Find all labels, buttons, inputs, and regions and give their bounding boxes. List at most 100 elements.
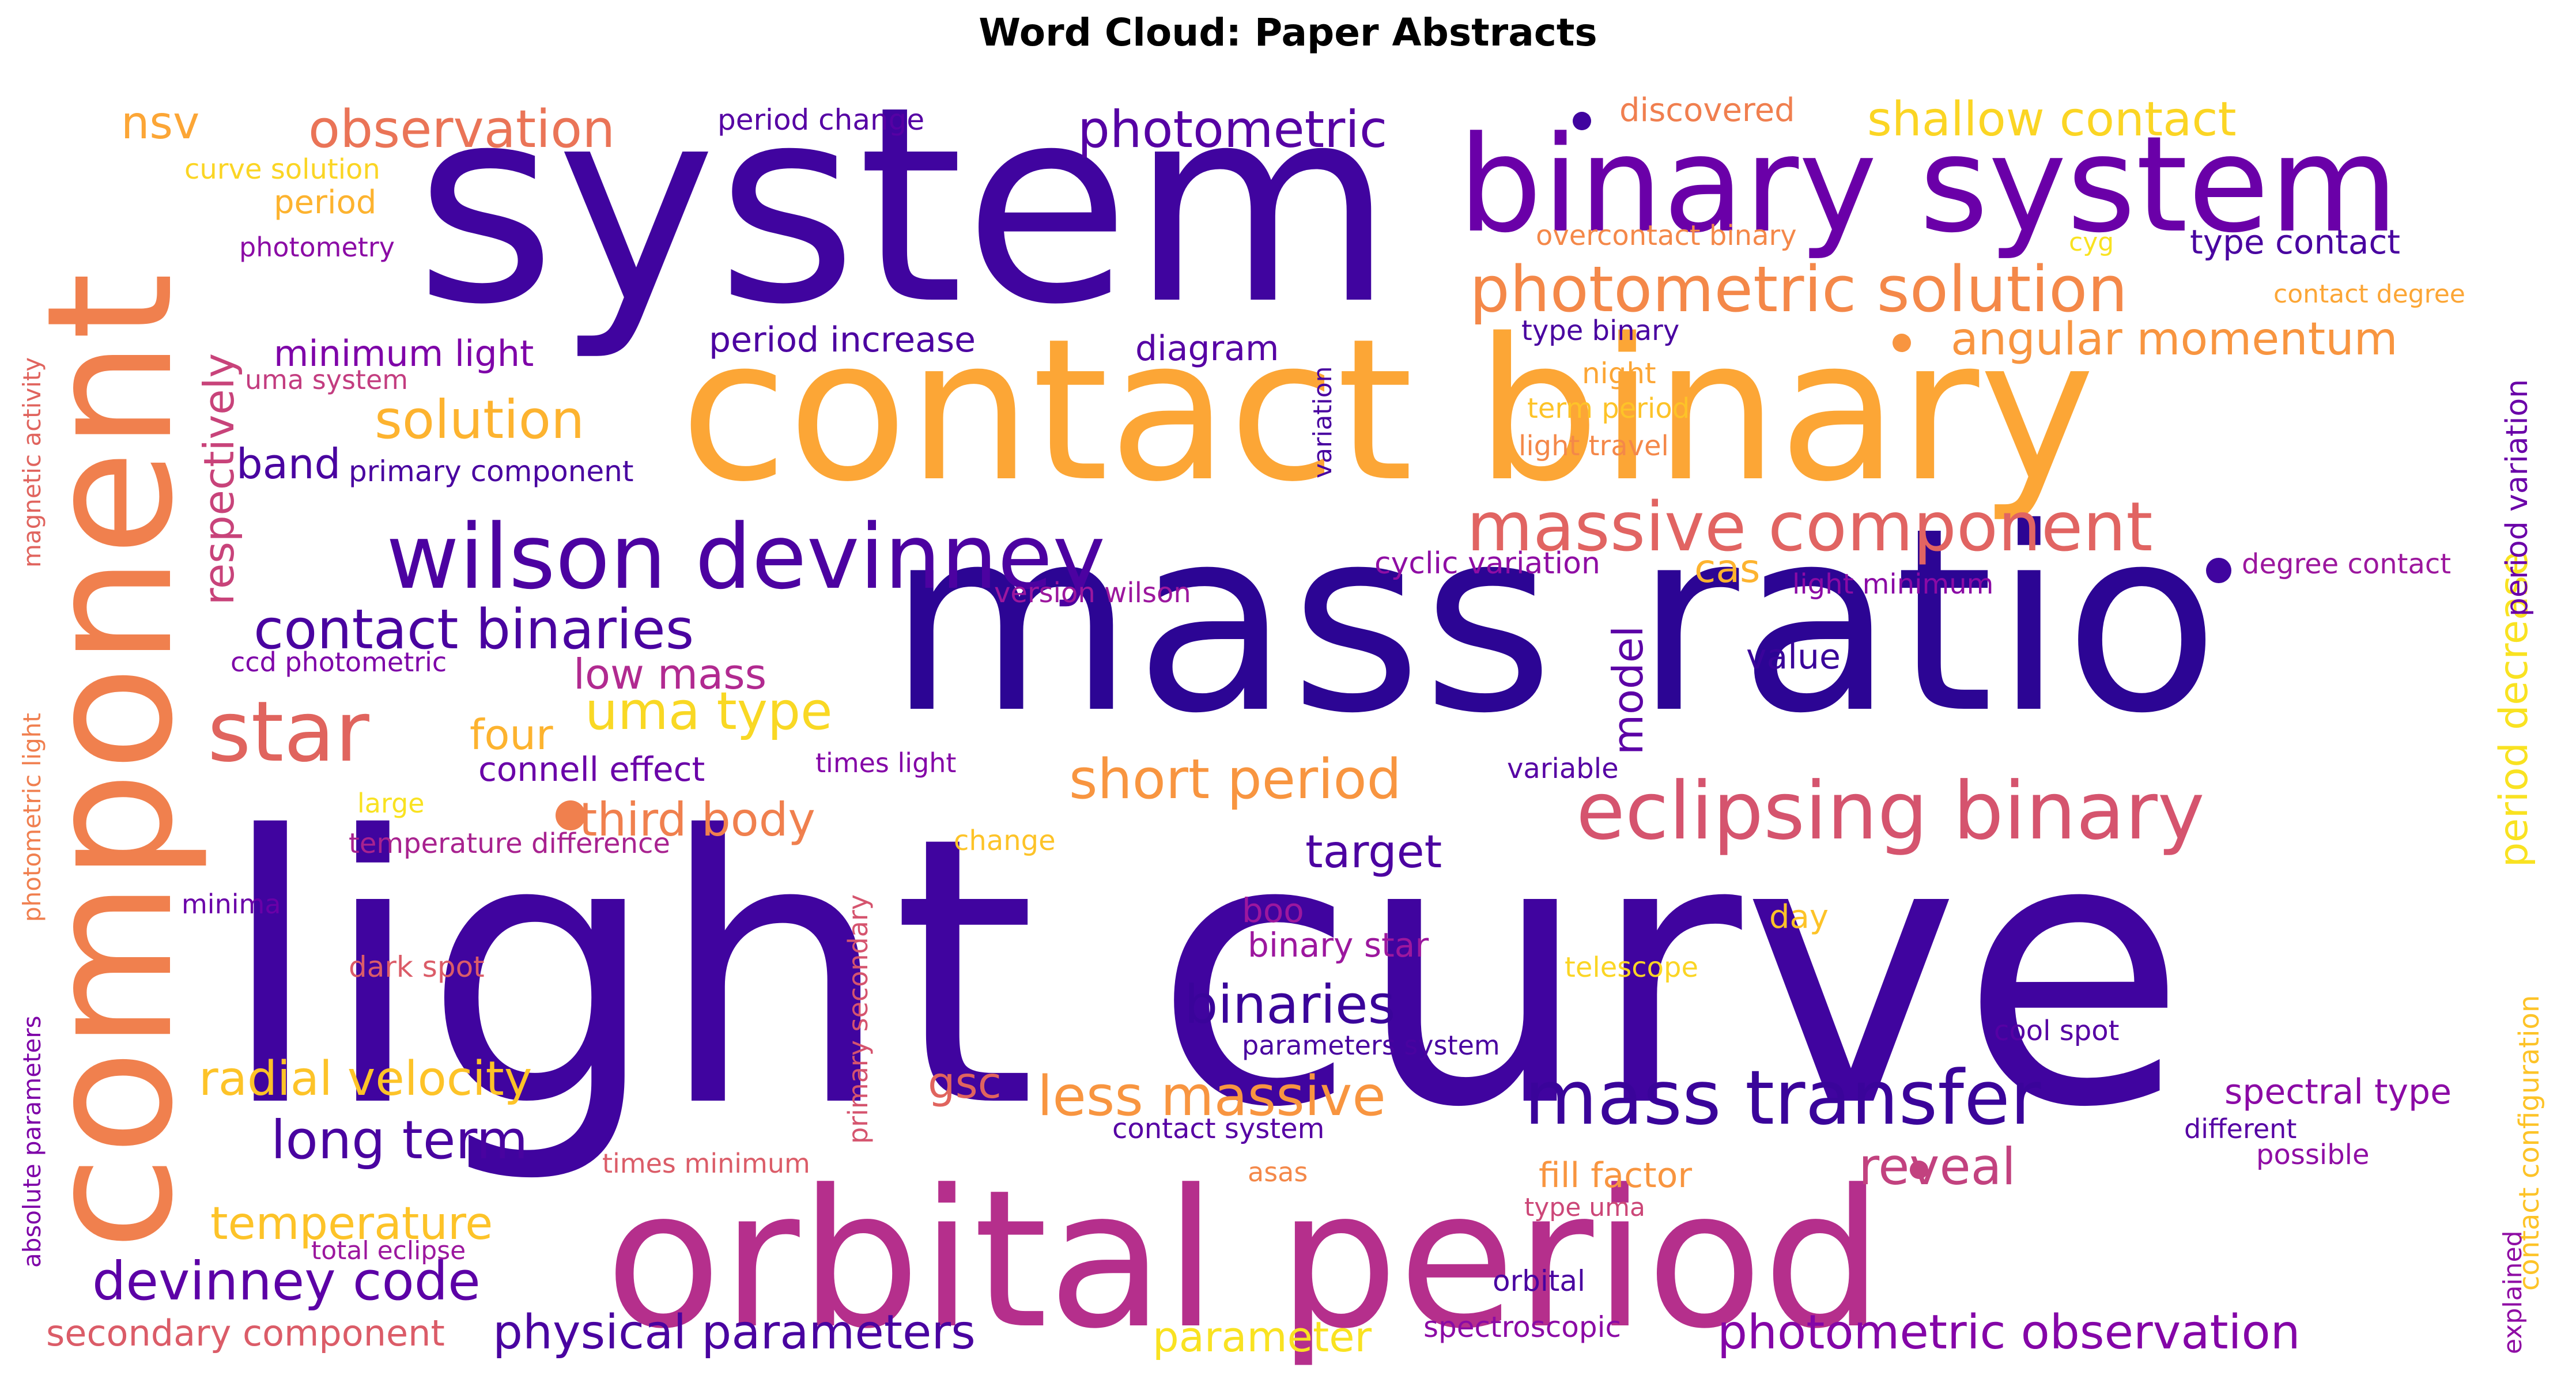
word-value: value <box>1746 637 1841 677</box>
word-observation: observation <box>308 99 615 160</box>
word-cool-spot: cool spot <box>1994 1015 2119 1047</box>
word-period-increase: period increase <box>709 320 976 360</box>
word-temperature: temperature <box>210 1198 493 1250</box>
word-component: component <box>10 273 211 1250</box>
word-variable: variable <box>1507 753 1619 785</box>
word-photometric-solution: photometric solution <box>1470 252 2128 326</box>
word-mass-transfer: mass transfer <box>1524 1054 2041 1142</box>
word-respectively: respectively <box>195 353 243 605</box>
word-photometry: photometry <box>239 232 395 263</box>
word-times-light: times light <box>815 747 956 779</box>
word-orbital: orbital <box>1493 1264 1585 1298</box>
word-radial-velocity: radial velocity <box>199 1052 532 1106</box>
word-parameter: parameter <box>1153 1313 1372 1361</box>
word-minima: minima <box>182 889 281 920</box>
word-binary-system: binary system <box>1458 108 2399 262</box>
word-uma-system: uma system <box>245 364 408 395</box>
word-change: change <box>954 825 1056 857</box>
word-total-eclipse: total eclipse <box>311 1236 466 1265</box>
word-wilson-devinney: wilson devinney <box>386 505 1105 609</box>
dot-mark <box>556 800 586 830</box>
word-contact-system: contact system <box>1112 1113 1324 1145</box>
word-model: model <box>1604 626 1652 755</box>
word-star: star <box>207 683 369 781</box>
word-times-minimum: times minimum <box>602 1148 810 1179</box>
dot-mark <box>1573 112 1591 130</box>
word-nsv: nsv <box>121 97 199 149</box>
word-primary-secondary: primary secondary <box>843 894 874 1144</box>
word-temperature-difference: temperature difference <box>349 827 670 860</box>
word-type-uma: type uma <box>1524 1193 1645 1222</box>
dot-mark <box>1893 334 1911 352</box>
word-term-period: term period <box>1527 392 1690 425</box>
word-telescope: telescope <box>1565 951 1698 984</box>
word-period-variation: period variation <box>2500 379 2535 617</box>
word-discovered: discovered <box>1619 92 1795 129</box>
word-explained: explained <box>2498 1230 2528 1354</box>
word-absolute-parameters: absolute parameters <box>18 1015 46 1268</box>
word-physical-parameters: physical parameters <box>493 1305 976 1360</box>
word-parameters-system: parameters system <box>1242 1030 1500 1061</box>
word-type-contact: type contact <box>2190 222 2400 262</box>
word-four: four <box>470 711 553 759</box>
word-photometric: photometric <box>1078 100 1387 159</box>
word-target: target <box>1305 826 1442 878</box>
word-overcontact-binary: overcontact binary <box>1536 220 1797 252</box>
word-ccd-photometric: ccd photometric <box>231 647 447 678</box>
word-period-decrease: period decrease <box>2491 551 2537 867</box>
word-uma-type: uma type <box>585 681 833 742</box>
word-cyg: cyg <box>2069 228 2114 257</box>
word-short-period: short period <box>1069 748 1402 811</box>
word-different: different <box>2184 1113 2297 1144</box>
word-system: system <box>415 48 1394 364</box>
word-diagram: diagram <box>1135 328 1279 369</box>
word-eclipsing-binary: eclipsing binary <box>1576 765 2205 857</box>
word-possible: possible <box>2256 1139 2370 1171</box>
word-night: night <box>1582 357 1656 390</box>
word-band: band <box>236 440 341 488</box>
word-light-curve: light curve <box>219 758 2187 1188</box>
word-long-term: long term <box>271 1109 528 1171</box>
word-curve-solution: curve solution <box>184 153 380 186</box>
word-massive-component: massive component <box>1467 487 2153 566</box>
word-angular-momentum: angular momentum <box>1951 313 2398 365</box>
word-solution: solution <box>375 389 584 451</box>
word-version-wilson: version wilson <box>994 577 1191 609</box>
word-cyclic-variation: cyclic variation <box>1374 546 1600 581</box>
word-photometric-light: photometric light <box>18 713 46 922</box>
word-large: large <box>357 788 425 819</box>
word-cas: cas <box>1694 546 1760 592</box>
word-type-binary: type binary <box>1521 315 1679 347</box>
word-less-massive: less massive <box>1037 1065 1386 1128</box>
word-low-mass: low mass <box>573 650 766 698</box>
word-contact-binaries: contact binaries <box>254 598 694 662</box>
dot-mark <box>2206 558 2231 583</box>
word-fill-factor: fill factor <box>1539 1155 1692 1196</box>
word-contact-configuration: contact configuration <box>2513 995 2545 1291</box>
word-contact-binary: contact binary <box>680 297 2095 525</box>
word-asas: asas <box>1248 1157 1308 1188</box>
word-third-body: third body <box>579 793 815 847</box>
word-gsc: gsc <box>928 1057 1002 1108</box>
word-primary-component: primary component <box>349 455 633 488</box>
word-spectroscopic: spectroscopic <box>1423 1310 1621 1344</box>
word-secondary-component: secondary component <box>46 1312 445 1354</box>
word-boo: boo <box>1242 891 1304 930</box>
word-photometric-observation: photometric observation <box>1717 1305 2301 1360</box>
word-light-minimum: light minimum <box>1792 568 1993 600</box>
word-light-travel: light travel <box>1519 430 1669 462</box>
word-magnetic-activity: magnetic activity <box>18 357 46 568</box>
chart-title: Word Cloud: Paper Abstracts <box>979 10 1597 55</box>
word-period-change: period change <box>717 103 924 137</box>
word-binary-star: binary star <box>1248 925 1429 965</box>
dot-mark <box>1910 1161 1928 1179</box>
word-minimum-light: minimum light <box>274 332 534 375</box>
word-variation: variation <box>1308 366 1338 478</box>
word-spectral-type: spectral type <box>2224 1072 2452 1112</box>
word-dark-spot: dark spot <box>349 950 485 984</box>
word-binaries: binaries <box>1184 974 1396 1036</box>
word-reveal: reveal <box>1859 1137 2016 1196</box>
word-shallow-contact: shallow contact <box>1867 92 2237 147</box>
word-orbital-period: orbital period <box>605 1149 1883 1370</box>
